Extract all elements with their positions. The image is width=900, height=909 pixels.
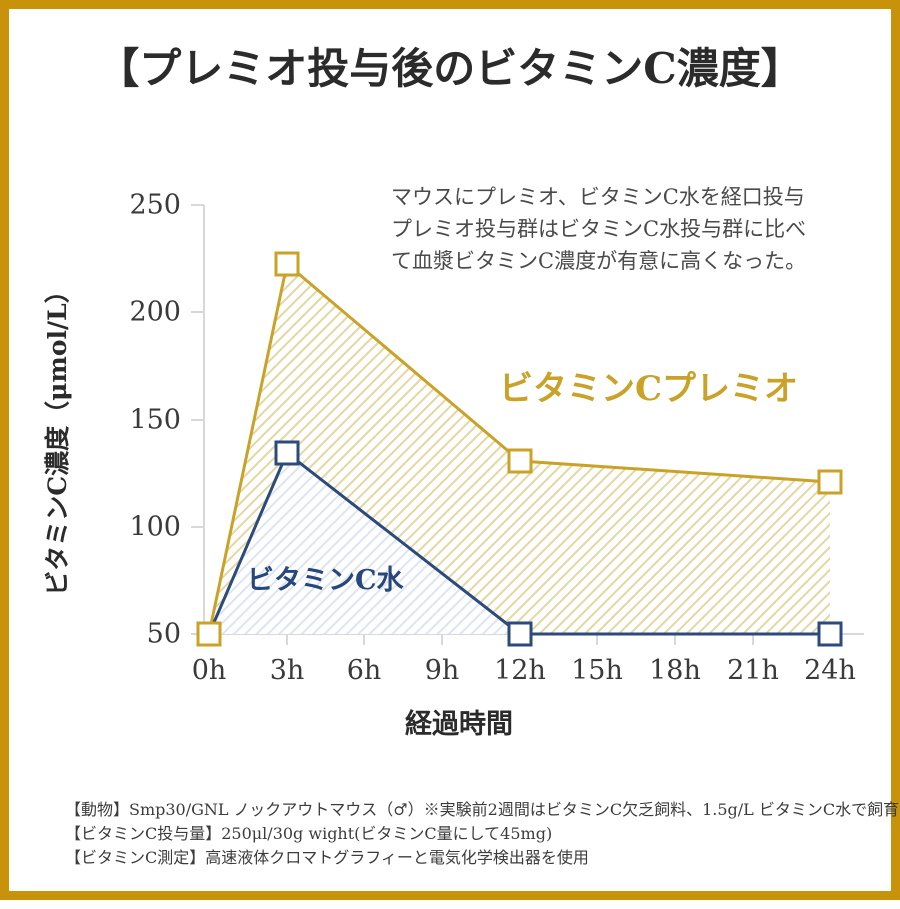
y-tick-label-50: 50 <box>146 618 181 650</box>
footnotes: 【動物】Smp30/GNL ノックアウトマウス（♂）※実験前2週間はビタミンC欠… <box>65 798 900 870</box>
x-tick-label-18h: 18h <box>649 655 701 686</box>
annotation-line-2: プレミオ投与群はビタミンC水投与群に比べ <box>391 217 807 241</box>
series-line-premio <box>207 261 831 635</box>
chart-annotation: マウスにプレミオ、ビタミンC水を経口投与 プレミオ投与群はビタミンC水投与群に比… <box>391 181 861 277</box>
y-axis-title: ビタミンC濃度（μmol/L） <box>43 278 72 596</box>
annotation-line-3: て血漿ビタミンC濃度が有意に高くなった。 <box>391 249 807 273</box>
page-title: 【プレミオ投与後のビタミンC濃度】 <box>97 44 803 93</box>
footnote-animal: 【動物】Smp30/GNL ノックアウトマウス（♂）※実験前2週間はビタミンC欠… <box>65 800 900 819</box>
y-tick-label-200: 200 <box>129 296 181 328</box>
x-axis-title: 経過時間 <box>405 709 513 740</box>
y-tick-label-100: 100 <box>129 511 181 543</box>
series-line-water <box>207 450 830 636</box>
chart-canvas <box>191 204 864 647</box>
series-label-water: ビタミンC水 <box>247 565 404 596</box>
series-markers-premio <box>196 251 843 647</box>
annotation-line-1: マウスにプレミオ、ビタミンC水を経口投与 <box>391 185 805 209</box>
poster-inner-border <box>9 9 891 891</box>
footnote-dose: 【ビタミンC投与量】250μl/30g wight(ビタミンC量にして45mg) <box>65 824 553 843</box>
x-tick-label-3h: 3h <box>269 655 305 686</box>
y-tick-label-250: 250 <box>129 189 181 221</box>
y-tick-label-150: 150 <box>129 404 181 436</box>
x-tick-label-24h: 24h <box>804 655 856 686</box>
x-tick-label-12h: 12h <box>494 655 546 686</box>
x-tick-label-6h: 6h <box>346 655 382 686</box>
x-tick-label-0h: 0h <box>191 655 227 686</box>
line-chart: 250 200 150 100 50 0h 3h 6h 9h 12h 15h 1… <box>9 9 900 909</box>
y-axis-ticks <box>191 204 204 635</box>
series-area-water <box>209 453 830 634</box>
x-tick-label-9h: 9h <box>424 655 460 686</box>
series-label-premio: ビタミンCプレミオ <box>499 369 799 409</box>
series-markers-water <box>274 440 843 647</box>
footnote-measurement: 【ビタミンC測定】高速液体クロマトグラフィーと電気化学検出器を使用 <box>65 848 589 867</box>
x-tick-label-15h: 15h <box>571 655 623 686</box>
x-tick-label-21h: 21h <box>727 655 779 686</box>
